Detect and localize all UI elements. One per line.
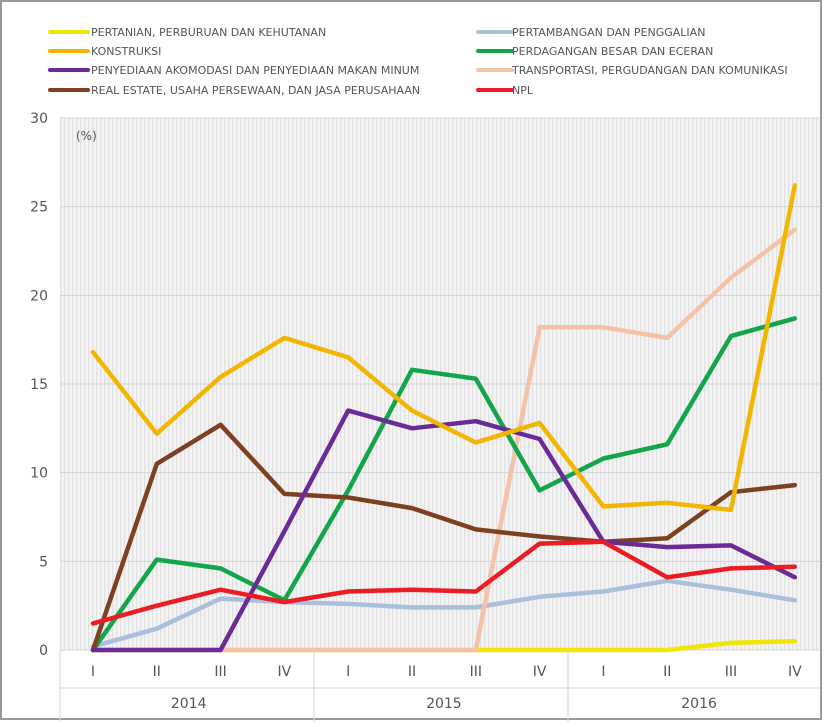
x-tick-label: I [601, 664, 605, 680]
y-tick-label: 5 [39, 554, 48, 570]
series-line [90, 183, 798, 513]
x-tick-label: IV [788, 664, 802, 680]
y-tick-label: 10 [30, 466, 48, 482]
series-line [90, 578, 798, 649]
x-tick-label: I [91, 664, 95, 680]
legend-label: PERTAMBANGAN DAN PENGGALIAN [512, 26, 705, 39]
y-axis: 0 5 10 15 20 25 30 [30, 111, 48, 659]
x-tick-label: IV [533, 664, 547, 680]
x-tick-label: II [663, 664, 671, 680]
y-tick-label: 30 [30, 111, 48, 127]
legend: PERTANIAN, PERBURUAN DAN KEHUTANAN KONSTR… [48, 26, 788, 97]
legend-label: NPL [512, 84, 534, 97]
legend-label: REAL ESTATE, USAHA PERSEWAAN, DAN JASA P… [91, 84, 420, 97]
x-tick-label: III [725, 664, 737, 680]
year-label: 2014 [171, 696, 207, 712]
series-line [90, 422, 798, 653]
x-tick-label: III [214, 664, 226, 680]
x-tick-label: I [346, 664, 350, 680]
legend-label: PERDAGANGAN BESAR DAN ECERAN [512, 45, 713, 58]
y-tick-label: 0 [39, 643, 48, 659]
year-label: 2015 [426, 696, 462, 712]
legend-label: TRANSPORTASI, PERGUDANGAN DAN KOMUNIKASI [511, 64, 788, 77]
x-tick-label: II [408, 664, 416, 680]
series-line [90, 316, 798, 653]
y-unit-label: (%) [76, 129, 97, 143]
series-lines [90, 183, 798, 653]
x-tick-label: IV [278, 664, 292, 680]
x-tick-label: II [153, 664, 161, 680]
series-line [90, 539, 798, 626]
x-tick-label: III [470, 664, 482, 680]
y-tick-label: 15 [30, 377, 48, 393]
year-label: 2016 [681, 696, 717, 712]
legend-label: PERTANIAN, PERBURUAN DAN KEHUTANAN [91, 26, 326, 39]
legend-label: KONSTRUKSI [91, 45, 161, 58]
y-tick-label: 25 [30, 200, 48, 216]
y-tick-label: 20 [30, 288, 48, 304]
legend-label: PENYEDIAAN AKOMODASI DAN PENYEDIAAN MAKA… [91, 64, 419, 77]
